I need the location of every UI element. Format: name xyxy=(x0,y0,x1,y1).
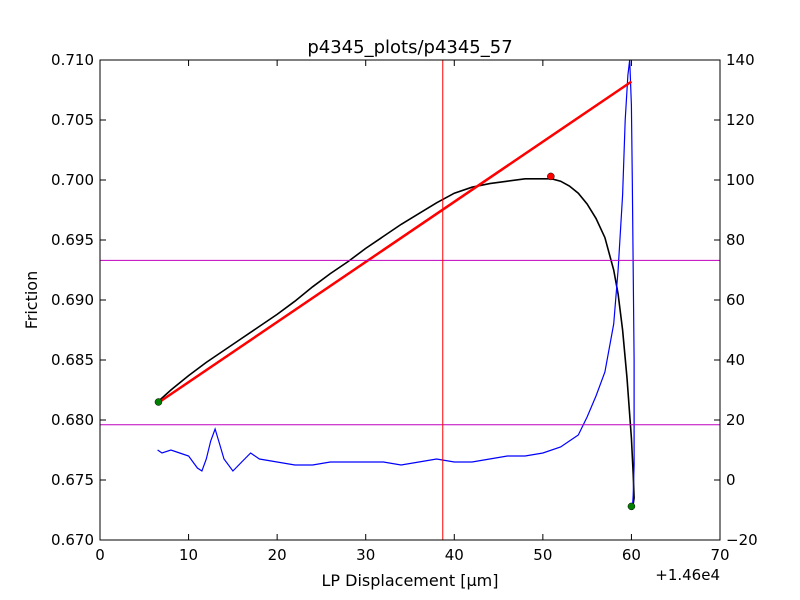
y-tick-label: 0.710 xyxy=(51,51,94,69)
y-axis-label: Friction xyxy=(22,271,41,330)
x-tick-label: 60 xyxy=(622,546,641,564)
y2-tick-label: 100 xyxy=(726,171,755,189)
y-tick-label: 0.690 xyxy=(51,291,94,309)
y-axis-right: −20 0 20 40 60 80 100 120 140 xyxy=(714,51,758,549)
x-tick-label: 0 xyxy=(95,546,105,564)
y-tick-label: 0.705 xyxy=(51,111,94,129)
x-tick-label: 20 xyxy=(268,546,287,564)
x-axis: 0 10 20 30 40 50 60 70 xyxy=(95,60,730,564)
plot-frame xyxy=(99,59,721,541)
y2-tick-label: 20 xyxy=(726,411,745,429)
y2-tick-label: −20 xyxy=(726,531,758,549)
marker-0 xyxy=(154,398,163,406)
fit-line xyxy=(158,80,633,404)
y2-tick-label: 0 xyxy=(726,471,736,489)
x-offset-label: +1.46e4 xyxy=(655,566,720,584)
y-tick-label: 0.685 xyxy=(51,351,94,369)
y-tick-label: 0.695 xyxy=(51,231,94,249)
x-tick-label: 50 xyxy=(533,546,552,564)
x-tick-label: 40 xyxy=(445,546,464,564)
y2-tick-label: 120 xyxy=(726,111,755,129)
marker-2 xyxy=(627,502,636,511)
x-axis-label: LP Displacement [μm] xyxy=(322,571,499,590)
series-line-1 xyxy=(157,59,635,511)
y-tick-label: 0.700 xyxy=(51,171,94,189)
marker-1 xyxy=(547,172,555,181)
y-axis-left: 0.670 0.675 0.680 0.685 0.690 0.695 0.700 0.705… xyxy=(51,51,106,549)
series-line-0 xyxy=(157,178,635,507)
y-tick-label: 0.670 xyxy=(51,531,94,549)
y2-tick-label: 60 xyxy=(726,291,745,309)
x-tick-label: 70 xyxy=(710,546,729,564)
x-tick-label: 30 xyxy=(356,546,375,564)
x-tick-label: 10 xyxy=(179,546,198,564)
chart-title: p4345_plots/p4345_57 xyxy=(307,37,512,58)
y2-tick-label: 40 xyxy=(726,351,745,369)
plot-area xyxy=(100,59,720,540)
y2-tick-label: 140 xyxy=(726,51,755,69)
y-tick-label: 0.680 xyxy=(51,411,94,429)
y-tick-label: 0.675 xyxy=(51,471,94,489)
y2-tick-label: 80 xyxy=(726,231,745,249)
